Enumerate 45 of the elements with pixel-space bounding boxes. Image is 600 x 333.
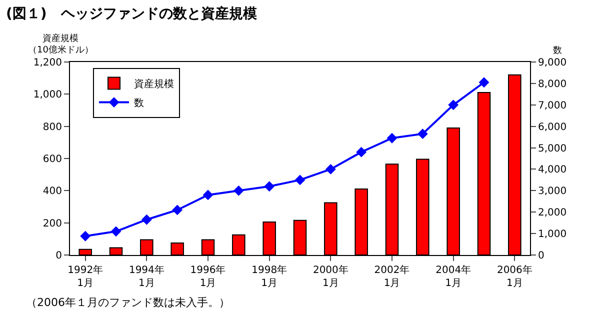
y2-tick-label: 2,000 [538,208,567,219]
point [448,100,459,110]
legend-label: 数 [134,98,144,110]
point [417,128,428,140]
y2-tick-label: 1,000 [538,229,567,240]
y2-tick-label: 3,000 [538,186,567,198]
text: （2006年１月のファンド数は未入手。） [26,296,230,309]
y-axis-title: 資産規模（10億米ドル） [28,33,94,56]
x-tick-label: 2000年 1月 [312,264,348,289]
y2-tick-label: 9,000 [538,58,567,68]
y2-tick-label: 0 [538,250,544,262]
point [110,226,122,237]
y-tick-label: 200 [42,218,62,230]
point [386,132,398,144]
x-tick-label: 2002年 1月 [374,264,410,289]
y2-axis-title: 数 [553,45,562,56]
point [80,230,91,242]
legend-label: 資産規模 [134,78,174,90]
x-tick-label: 1996年 1月 [190,264,226,289]
point [478,77,490,88]
point [294,174,306,186]
x-tick-label: 2006年 1月 [496,264,532,289]
x-tick-label: 2004年 1月 [436,264,472,289]
y2-tick-label: 8,000 [538,78,567,90]
y2-tick-label: 4,000 [538,164,567,176]
point [141,214,152,225]
y2-tick-label: 7,000 [538,100,567,112]
x-tick-label: 1998年 1月 [252,264,288,289]
y-tick-label: 600 [42,154,62,165]
y-tick-label: 1,000 [33,90,62,101]
point [356,146,367,158]
y2-tick-label: 5,000 [538,143,567,154]
x-tick-label: 1994年 1月 [128,264,164,289]
x-tick-label: 1992年 1月 [68,264,104,289]
point [202,190,214,200]
point [264,181,275,192]
y2-tick-label: 6,000 [538,122,567,133]
y-tick-label: 1,200 [33,58,62,68]
y-tick-label: 400 [42,186,62,198]
chart-title: (図１) ヘッジファンドの数と資産規模 [6,5,258,22]
point [172,204,183,216]
y-tick-label: 800 [42,122,62,133]
y-tick-label: 0 [56,250,62,262]
point [233,185,244,196]
point [325,164,336,174]
